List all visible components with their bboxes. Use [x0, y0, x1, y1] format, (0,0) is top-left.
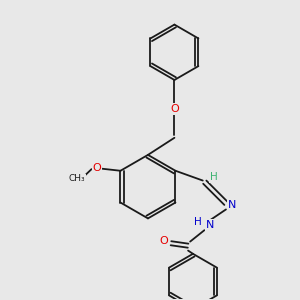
- Text: CH₃: CH₃: [69, 174, 85, 183]
- Text: O: O: [159, 236, 168, 246]
- Text: N: N: [206, 220, 215, 230]
- Text: H: H: [210, 172, 218, 182]
- Text: N: N: [227, 200, 236, 210]
- Text: O: O: [170, 104, 179, 114]
- Text: O: O: [92, 163, 101, 172]
- Text: H: H: [194, 218, 202, 227]
